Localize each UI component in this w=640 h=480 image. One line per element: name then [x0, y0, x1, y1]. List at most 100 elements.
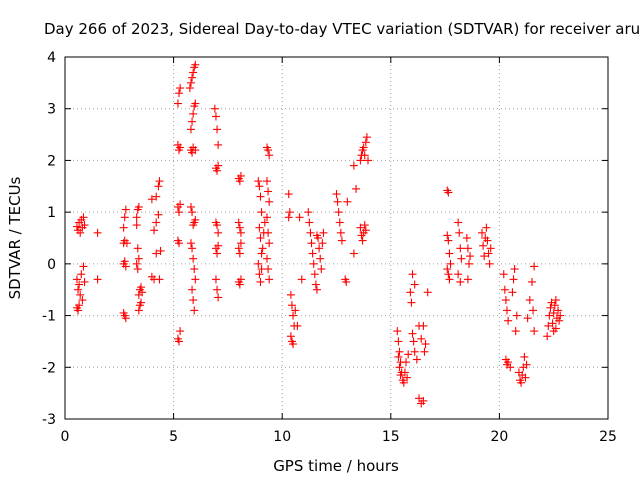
data-point [342, 277, 351, 286]
data-point [190, 265, 199, 274]
axis-ticks: 0 5 10 15 20 25 -3 -2 -1 0 1 2 3 4 [42, 50, 617, 445]
data-point [445, 249, 454, 258]
data-point [255, 182, 264, 191]
data-point [150, 226, 159, 235]
data-point [310, 270, 319, 279]
plot-frame [64, 56, 609, 420]
data-point [499, 270, 508, 279]
x-axis-label: GPS time / hours [273, 457, 399, 475]
data-point [311, 280, 320, 289]
data-point [191, 275, 200, 284]
chart-title: Day 266 of 2023, Sidereal Day-to-day VTE… [44, 20, 640, 38]
data-point [93, 228, 102, 237]
data-point [508, 288, 517, 297]
data-point [556, 311, 565, 320]
data-point [262, 213, 271, 222]
data-point [336, 228, 345, 237]
data-point [235, 280, 244, 289]
data-point [264, 228, 273, 237]
data-point [360, 151, 369, 160]
data-point [304, 208, 313, 217]
data-point [287, 301, 296, 310]
data-point [349, 161, 358, 170]
data-point [555, 316, 564, 325]
data-point [404, 350, 413, 359]
data-point [134, 306, 143, 315]
data-point [334, 208, 343, 217]
data-point [500, 285, 509, 294]
data-point [173, 99, 182, 108]
data-point [444, 270, 453, 279]
data-point [213, 285, 222, 294]
data-point [360, 221, 369, 230]
data-point [445, 275, 454, 284]
data-point [420, 347, 429, 356]
data-point [175, 89, 184, 98]
data-point [210, 104, 219, 113]
data-point [134, 254, 143, 263]
x-tick-label: 25 [599, 429, 617, 445]
data-point [186, 78, 195, 87]
data-point [75, 280, 84, 289]
y-tick-label: -1 [42, 309, 56, 325]
data-point [264, 146, 273, 155]
data-point [186, 239, 195, 248]
data-point [349, 249, 358, 258]
data-point [550, 301, 559, 310]
data-point [256, 234, 265, 242]
data-point [410, 280, 419, 289]
data-point [147, 195, 156, 204]
data-point [419, 396, 428, 405]
data-point [78, 296, 87, 305]
data-point [407, 298, 416, 307]
data-point [549, 327, 558, 336]
y-tick-label: 2 [47, 153, 56, 169]
data-point [214, 241, 223, 250]
data-point [256, 192, 265, 201]
data-point [517, 378, 526, 387]
data-point [520, 352, 529, 361]
data-point [343, 197, 352, 206]
data-point [510, 265, 519, 274]
data-point [284, 190, 293, 199]
data-point [265, 151, 274, 160]
data-point [462, 234, 471, 242]
data-point [480, 252, 489, 261]
data-point [186, 125, 195, 134]
data-point [265, 275, 274, 284]
data-point [504, 358, 513, 367]
data-point [457, 254, 466, 263]
data-point [137, 283, 146, 292]
data-point [361, 138, 370, 147]
data-point [485, 259, 494, 268]
data-point [213, 249, 222, 258]
data-point [454, 218, 463, 227]
data-point [356, 223, 365, 232]
data-point [394, 337, 403, 346]
data-point [154, 210, 163, 219]
data-point [122, 239, 131, 248]
y-tick-label: 4 [47, 50, 56, 66]
data-point [289, 340, 298, 349]
data-point [74, 285, 83, 294]
data-point [315, 244, 324, 253]
data-point [76, 228, 85, 237]
data-point [265, 239, 274, 248]
data-point [72, 222, 81, 231]
data-point [188, 244, 197, 253]
data-point [317, 265, 326, 274]
data-point [530, 327, 539, 336]
data-point [188, 208, 197, 217]
data-point [188, 73, 197, 82]
data-point [446, 259, 455, 268]
data-point [307, 239, 316, 248]
data-point [189, 254, 198, 263]
data-point [255, 223, 264, 232]
data-point [356, 156, 365, 165]
data-point [213, 166, 222, 175]
data-point [176, 143, 185, 152]
data-point [361, 226, 370, 235]
data-point [444, 236, 453, 245]
data-point [293, 321, 302, 330]
data-point [308, 249, 317, 258]
